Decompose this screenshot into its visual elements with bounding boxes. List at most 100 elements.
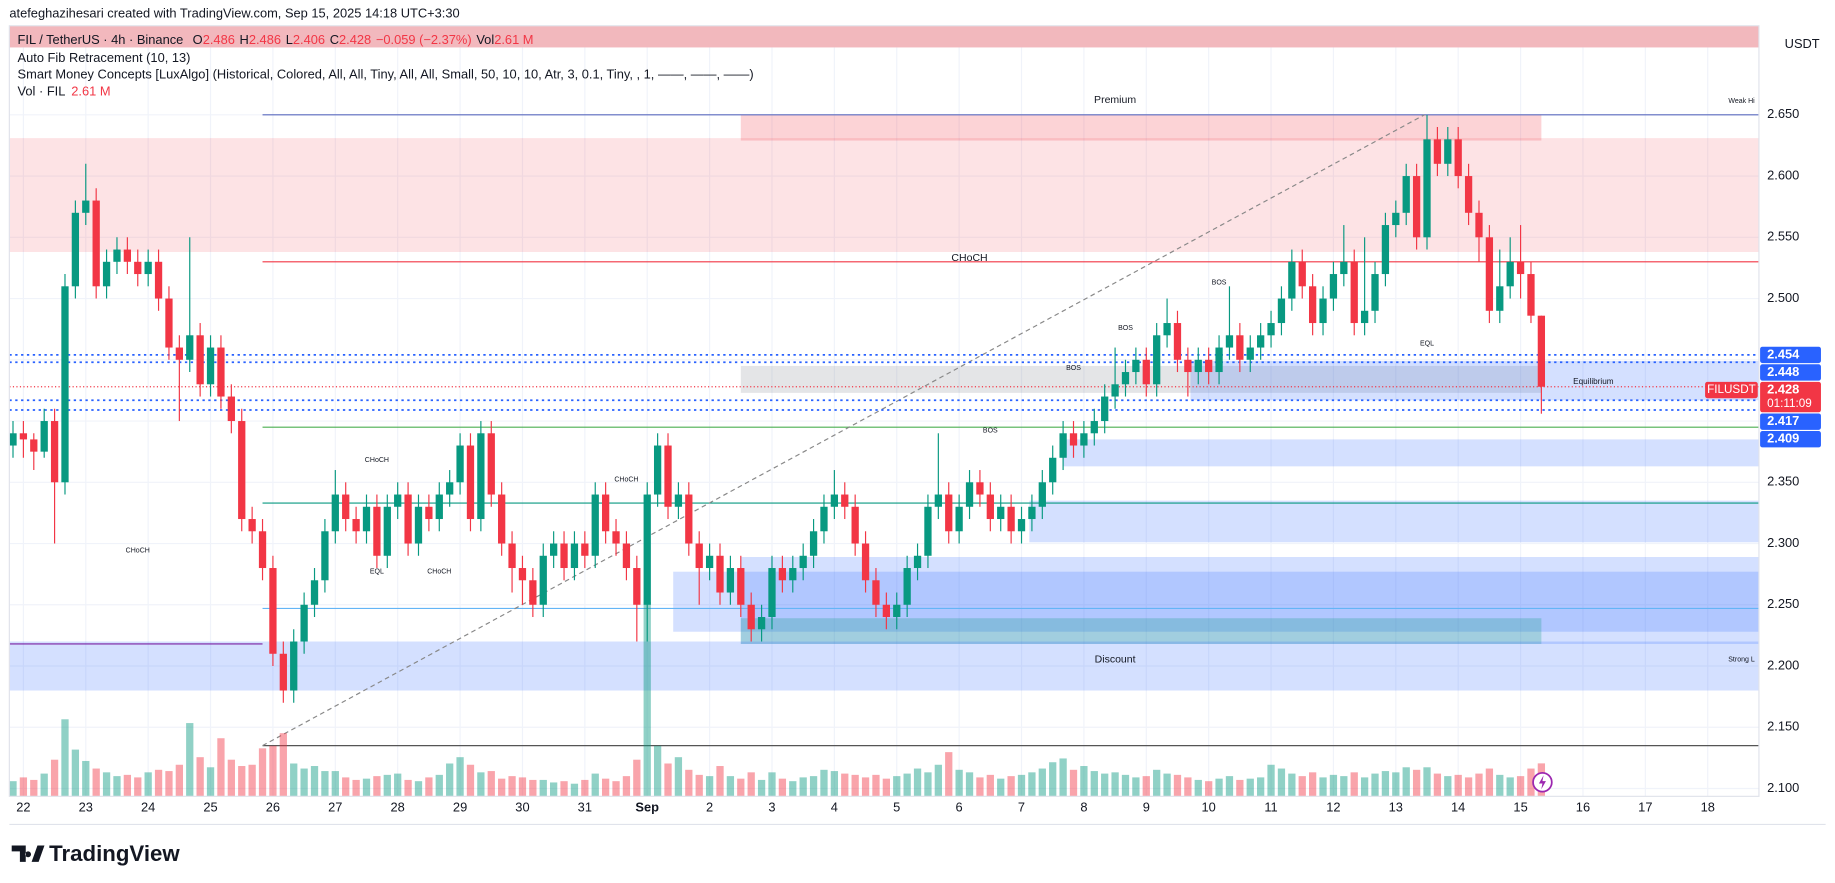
volume-bar — [809, 776, 818, 797]
volume-bar — [643, 601, 651, 797]
ohlc-value: 2.406 — [293, 32, 325, 47]
candle-body — [1246, 347, 1254, 360]
volume-bar — [1184, 777, 1192, 797]
volume-bar — [477, 772, 485, 797]
volume-bar — [1433, 773, 1442, 797]
x-tick-label: 9 — [1143, 799, 1150, 814]
volume-bar — [1319, 777, 1327, 797]
volume-bar — [1173, 774, 1182, 797]
ohlc-label: O — [193, 32, 203, 47]
volume-bar — [1080, 766, 1088, 797]
x-tick-label: 2 — [706, 799, 713, 814]
x-tick-label: 26 — [266, 799, 280, 814]
price-badge-text: 2.417 — [1767, 413, 1799, 428]
volume-bar — [1444, 776, 1452, 797]
ohlc-value: 2.428 — [339, 32, 371, 47]
plot-border — [8, 25, 1760, 797]
candle-body — [1319, 298, 1327, 324]
indicator: Vol · FIL 2.61 M — [18, 84, 111, 99]
icon-bolt — [1538, 775, 1546, 790]
ohlc-label: L — [286, 32, 293, 47]
ohlc-value: 2.486 — [203, 32, 235, 47]
volume-bar — [342, 777, 350, 797]
zone — [9, 138, 1759, 253]
volume-bar — [82, 760, 90, 797]
volume-bar — [123, 774, 132, 797]
candle-body — [352, 519, 360, 532]
volume-bar — [1215, 778, 1223, 797]
candle-body — [1277, 298, 1286, 324]
volume-bar — [893, 776, 901, 797]
last-price-badge — [1760, 381, 1821, 413]
volume-bar — [1496, 774, 1504, 797]
volume-bar — [466, 764, 475, 797]
volume-bar — [1464, 777, 1473, 797]
annotation: Strong L — [1728, 657, 1755, 664]
candle-body — [1215, 347, 1223, 373]
annotation: EQL — [1420, 341, 1434, 348]
y-tick-label: 2.150 — [1767, 719, 1799, 734]
candle-body — [477, 433, 485, 520]
indicator: Auto Fib Retracement (10, 13) — [18, 50, 191, 65]
annotation: BOS — [1066, 365, 1081, 372]
symbol: FIL / TetherUS · 4h · Binance — [18, 32, 184, 47]
candle-body — [1308, 286, 1317, 324]
volume-bar — [976, 777, 984, 797]
candle-body — [498, 494, 506, 544]
volume-bar — [872, 774, 880, 797]
volume-bar — [414, 781, 423, 797]
volume-bar — [830, 771, 839, 797]
candle-body — [227, 396, 235, 422]
volume-bar — [1090, 771, 1098, 797]
volume-bar — [1298, 776, 1306, 797]
zone — [673, 571, 1759, 632]
volume-bar — [404, 779, 412, 797]
annotation: CHoCH — [365, 457, 389, 464]
candle-body — [1225, 335, 1234, 348]
candle-body — [1017, 519, 1026, 532]
candle-body — [581, 543, 589, 556]
candle-body — [882, 604, 890, 618]
volume-bar — [653, 745, 662, 797]
ohlc-value: 2.486 — [249, 32, 281, 47]
candle-body — [1371, 274, 1379, 311]
candle-body — [466, 445, 475, 520]
candle-body — [1527, 274, 1535, 316]
countdown: 01:11:09 — [1767, 397, 1812, 410]
volume-bar — [175, 764, 183, 797]
candle-body — [539, 555, 547, 605]
candle-body — [1163, 323, 1171, 336]
candle-body — [1090, 421, 1098, 434]
candle-body — [737, 568, 745, 605]
volume-bar — [1329, 774, 1338, 797]
annotation: CHoCH — [614, 477, 638, 484]
candle-body — [404, 494, 412, 544]
volume-bar — [498, 778, 506, 797]
volume-bar — [196, 757, 204, 797]
candle-body — [435, 494, 443, 520]
candle-body — [342, 494, 350, 520]
candle-body — [1184, 359, 1192, 373]
candle-body — [134, 261, 142, 275]
volume-bar — [997, 778, 1005, 797]
volume-bar — [955, 769, 963, 797]
volume-bar — [1142, 776, 1150, 797]
volume-bar — [1288, 773, 1296, 797]
volume-bar — [154, 769, 163, 797]
volume-bar — [1485, 768, 1494, 797]
candle-body — [61, 286, 69, 483]
candle-body — [175, 347, 183, 360]
x-tick-label: 23 — [79, 799, 93, 814]
candle-body — [154, 261, 163, 299]
candle-body — [290, 641, 298, 691]
logo-mark — [11, 845, 45, 862]
flash-icon — [1532, 772, 1553, 793]
volume-bar — [1111, 772, 1119, 797]
candle-body — [383, 506, 391, 556]
candle-body — [1464, 176, 1473, 213]
candle-body — [1454, 139, 1462, 177]
x-tick-label: 31 — [578, 799, 592, 814]
candle-body — [248, 519, 256, 532]
volume-bar — [841, 773, 849, 797]
annotation: BOS — [1118, 325, 1133, 332]
